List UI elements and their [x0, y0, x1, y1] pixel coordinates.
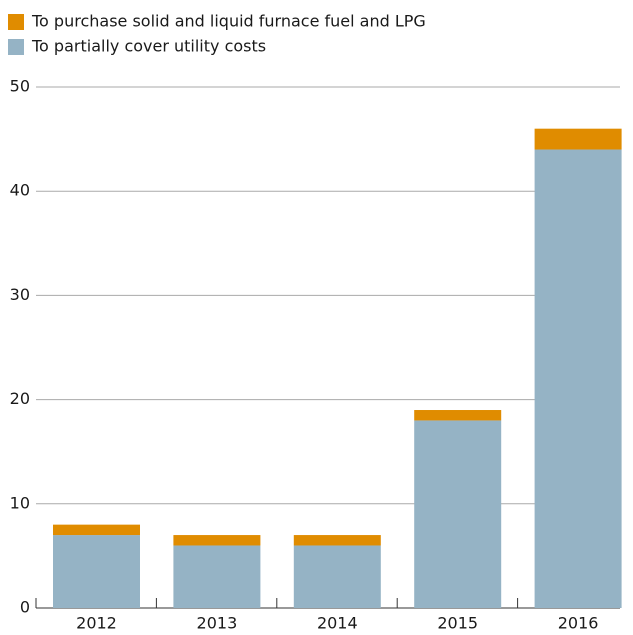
- bar-segment: [53, 524, 140, 536]
- bar-segment: [173, 545, 261, 608]
- bar-segment: [53, 535, 140, 608]
- legend-swatch: [8, 14, 24, 30]
- bar-segment: [534, 128, 622, 150]
- y-tick-label: 10: [10, 493, 30, 512]
- y-tick-label: 50: [10, 77, 30, 96]
- x-tick-label: 2015: [437, 614, 478, 633]
- y-tick-label: 30: [10, 285, 30, 304]
- bar-segment: [293, 535, 381, 546]
- bar-segment: [414, 410, 502, 421]
- x-tick-label: 2013: [197, 614, 238, 633]
- y-tick-label: 0: [20, 598, 30, 617]
- legend-label: To purchase solid and liquid furnace fue…: [31, 12, 426, 31]
- y-tick-label: 20: [10, 389, 30, 408]
- bar-segment: [293, 545, 381, 608]
- bar-segment: [414, 420, 502, 608]
- legend-label: To partially cover utility costs: [31, 37, 266, 56]
- y-tick-label: 40: [10, 181, 30, 200]
- bar-segment: [534, 149, 622, 608]
- bar-segment: [173, 535, 261, 546]
- x-tick-label: 2014: [317, 614, 358, 633]
- x-tick-label: 2012: [76, 614, 117, 633]
- legend-swatch: [8, 39, 24, 55]
- x-tick-label: 2016: [558, 614, 599, 633]
